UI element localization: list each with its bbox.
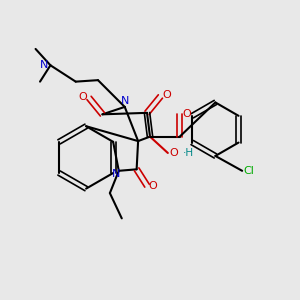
Text: Cl: Cl <box>243 166 254 176</box>
Text: O: O <box>148 181 157 191</box>
Text: N: N <box>40 60 48 70</box>
Text: N: N <box>121 96 129 106</box>
Text: O: O <box>182 109 190 119</box>
Text: O: O <box>169 148 178 158</box>
Text: O: O <box>163 90 171 100</box>
Text: O: O <box>78 92 87 101</box>
Text: ·H: ·H <box>182 148 194 158</box>
Text: N: N <box>112 169 120 179</box>
